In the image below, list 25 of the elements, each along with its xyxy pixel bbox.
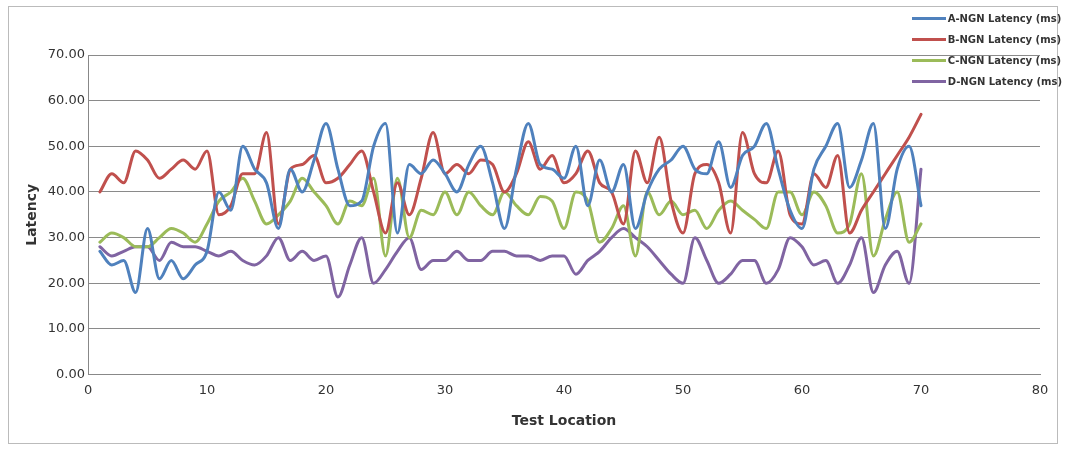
legend-label: A-NGN Latency (ms) bbox=[947, 13, 1062, 24]
x-tick-label: 10 bbox=[198, 381, 216, 397]
y-tick-label: 50.00 bbox=[47, 137, 86, 153]
y-tick-label: 30.00 bbox=[47, 229, 86, 244]
legend-label: B-NGN Latency (ms) bbox=[947, 34, 1062, 45]
legend-label: D-NGN Latency (ms) bbox=[947, 76, 1062, 87]
x-tick-label: 70 bbox=[912, 381, 930, 397]
x-tick-label: 40 bbox=[555, 381, 573, 397]
x-tick-label: 80 bbox=[1031, 381, 1049, 397]
y-tick-label: 40.00 bbox=[47, 183, 86, 199]
x-tick-label: 30 bbox=[436, 381, 454, 397]
x-tick-label: 50 bbox=[674, 381, 692, 397]
line-series bbox=[98, 167, 923, 299]
y-tick-label: 10.00 bbox=[47, 320, 86, 336]
legend-label: C-NGN Latency (ms) bbox=[947, 55, 1062, 66]
y-axis-title: Latency bbox=[23, 183, 40, 246]
y-tick-label: 60.00 bbox=[47, 92, 86, 108]
y-tick-label: 70.00 bbox=[47, 46, 86, 62]
x-axis-title: Test Location bbox=[511, 412, 617, 429]
y-tick-label: 20.00 bbox=[47, 274, 86, 290]
x-tick-label: 20 bbox=[317, 381, 335, 397]
line-series bbox=[98, 121, 923, 294]
x-tick-label: 0 bbox=[83, 381, 93, 397]
x-tick-label: 60 bbox=[793, 381, 811, 397]
y-tick-label: 0.00 bbox=[56, 365, 86, 381]
